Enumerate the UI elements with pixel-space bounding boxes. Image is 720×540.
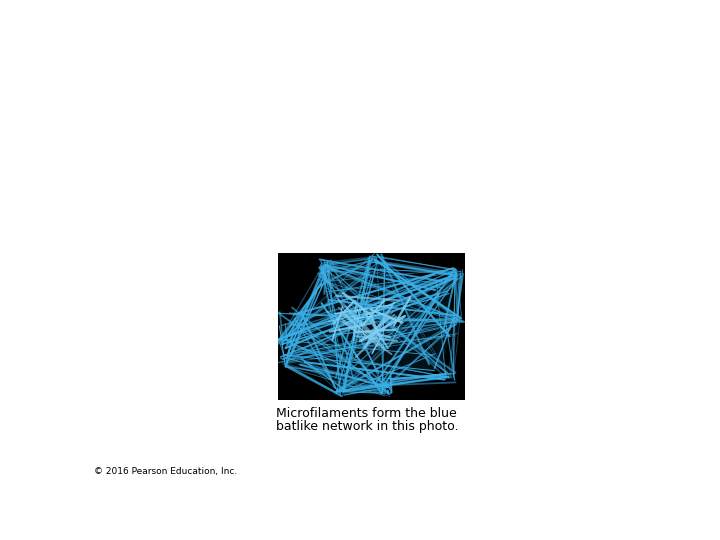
Circle shape bbox=[410, 209, 413, 212]
Circle shape bbox=[301, 209, 304, 212]
Bar bbox=[270, 79, 466, 106]
Circle shape bbox=[407, 205, 410, 207]
Circle shape bbox=[420, 201, 429, 210]
Circle shape bbox=[402, 210, 405, 213]
Circle shape bbox=[409, 207, 417, 216]
Circle shape bbox=[416, 206, 425, 215]
Circle shape bbox=[377, 207, 386, 215]
Circle shape bbox=[340, 211, 343, 213]
Circle shape bbox=[348, 210, 351, 213]
Circle shape bbox=[330, 208, 339, 217]
Circle shape bbox=[401, 208, 410, 217]
Circle shape bbox=[415, 204, 418, 206]
Circle shape bbox=[309, 208, 312, 211]
Circle shape bbox=[360, 204, 363, 206]
Circle shape bbox=[350, 203, 359, 212]
Circle shape bbox=[432, 207, 441, 215]
Circle shape bbox=[311, 201, 320, 210]
Circle shape bbox=[317, 208, 320, 211]
Circle shape bbox=[367, 202, 371, 206]
Circle shape bbox=[334, 204, 343, 212]
Text: protein subunits called actin: protein subunits called actin bbox=[276, 126, 491, 139]
Circle shape bbox=[382, 202, 390, 211]
Text: 7 nm: 7 nm bbox=[451, 203, 481, 216]
Bar bbox=[279, 253, 465, 400]
Circle shape bbox=[312, 202, 315, 206]
Circle shape bbox=[354, 207, 362, 216]
Text: (a)  Microfilaments: (a) Microfilaments bbox=[264, 83, 472, 102]
Circle shape bbox=[332, 210, 336, 213]
Circle shape bbox=[405, 203, 413, 212]
Circle shape bbox=[320, 203, 323, 206]
Text: Strands made of spherical: Strands made of spherical bbox=[276, 114, 473, 127]
Circle shape bbox=[295, 203, 304, 212]
Circle shape bbox=[323, 207, 331, 215]
Circle shape bbox=[282, 205, 284, 208]
Circle shape bbox=[344, 205, 347, 208]
Circle shape bbox=[430, 203, 433, 206]
Circle shape bbox=[438, 204, 441, 207]
Circle shape bbox=[271, 202, 280, 211]
Circle shape bbox=[287, 204, 296, 212]
Circle shape bbox=[395, 211, 398, 213]
Circle shape bbox=[393, 209, 402, 217]
Circle shape bbox=[315, 206, 323, 214]
Circle shape bbox=[361, 206, 370, 215]
Circle shape bbox=[399, 205, 402, 208]
Circle shape bbox=[424, 206, 433, 214]
Circle shape bbox=[299, 207, 307, 216]
Circle shape bbox=[293, 210, 296, 213]
Circle shape bbox=[305, 204, 308, 206]
Circle shape bbox=[277, 210, 281, 213]
Circle shape bbox=[338, 209, 347, 217]
Circle shape bbox=[413, 202, 421, 210]
Circle shape bbox=[279, 204, 288, 212]
Circle shape bbox=[426, 208, 429, 211]
Circle shape bbox=[352, 205, 355, 207]
Circle shape bbox=[289, 205, 292, 208]
Text: batlike network in this photo.: batlike network in this photo. bbox=[276, 420, 459, 433]
Circle shape bbox=[336, 205, 339, 208]
Bar bbox=[270, 79, 466, 471]
Circle shape bbox=[358, 202, 366, 210]
Circle shape bbox=[436, 202, 444, 211]
Circle shape bbox=[303, 202, 312, 210]
Text: Actin subunit: Actin subunit bbox=[312, 173, 390, 186]
Circle shape bbox=[325, 208, 328, 211]
Circle shape bbox=[372, 208, 374, 211]
Circle shape bbox=[274, 204, 276, 207]
Circle shape bbox=[356, 209, 359, 212]
Circle shape bbox=[397, 204, 405, 212]
Circle shape bbox=[391, 205, 394, 208]
Circle shape bbox=[328, 204, 331, 207]
Circle shape bbox=[342, 204, 351, 212]
Circle shape bbox=[319, 201, 327, 210]
Circle shape bbox=[366, 201, 374, 210]
Text: © 2016 Pearson Education, Inc.: © 2016 Pearson Education, Inc. bbox=[94, 467, 237, 476]
Circle shape bbox=[374, 201, 382, 210]
Text: Figure 3.21a Cytoskeletal elements support the cell and help to generate movemen: Figure 3.21a Cytoskeletal elements suppo… bbox=[94, 71, 482, 80]
Circle shape bbox=[364, 208, 366, 211]
Circle shape bbox=[307, 206, 315, 215]
Circle shape bbox=[326, 202, 335, 211]
Circle shape bbox=[418, 208, 421, 211]
Circle shape bbox=[428, 201, 437, 210]
Circle shape bbox=[389, 204, 397, 212]
Circle shape bbox=[422, 202, 426, 206]
Circle shape bbox=[383, 204, 386, 207]
Circle shape bbox=[284, 209, 292, 217]
Circle shape bbox=[276, 208, 284, 217]
Circle shape bbox=[285, 211, 288, 213]
Circle shape bbox=[379, 208, 382, 211]
Circle shape bbox=[369, 206, 378, 214]
Text: Microfilaments form the blue: Microfilaments form the blue bbox=[276, 408, 456, 421]
Circle shape bbox=[297, 205, 300, 207]
Circle shape bbox=[434, 208, 437, 211]
Circle shape bbox=[387, 210, 390, 213]
Circle shape bbox=[385, 208, 394, 217]
Polygon shape bbox=[287, 265, 451, 388]
Circle shape bbox=[292, 208, 300, 217]
Circle shape bbox=[375, 203, 378, 206]
Circle shape bbox=[346, 208, 354, 217]
